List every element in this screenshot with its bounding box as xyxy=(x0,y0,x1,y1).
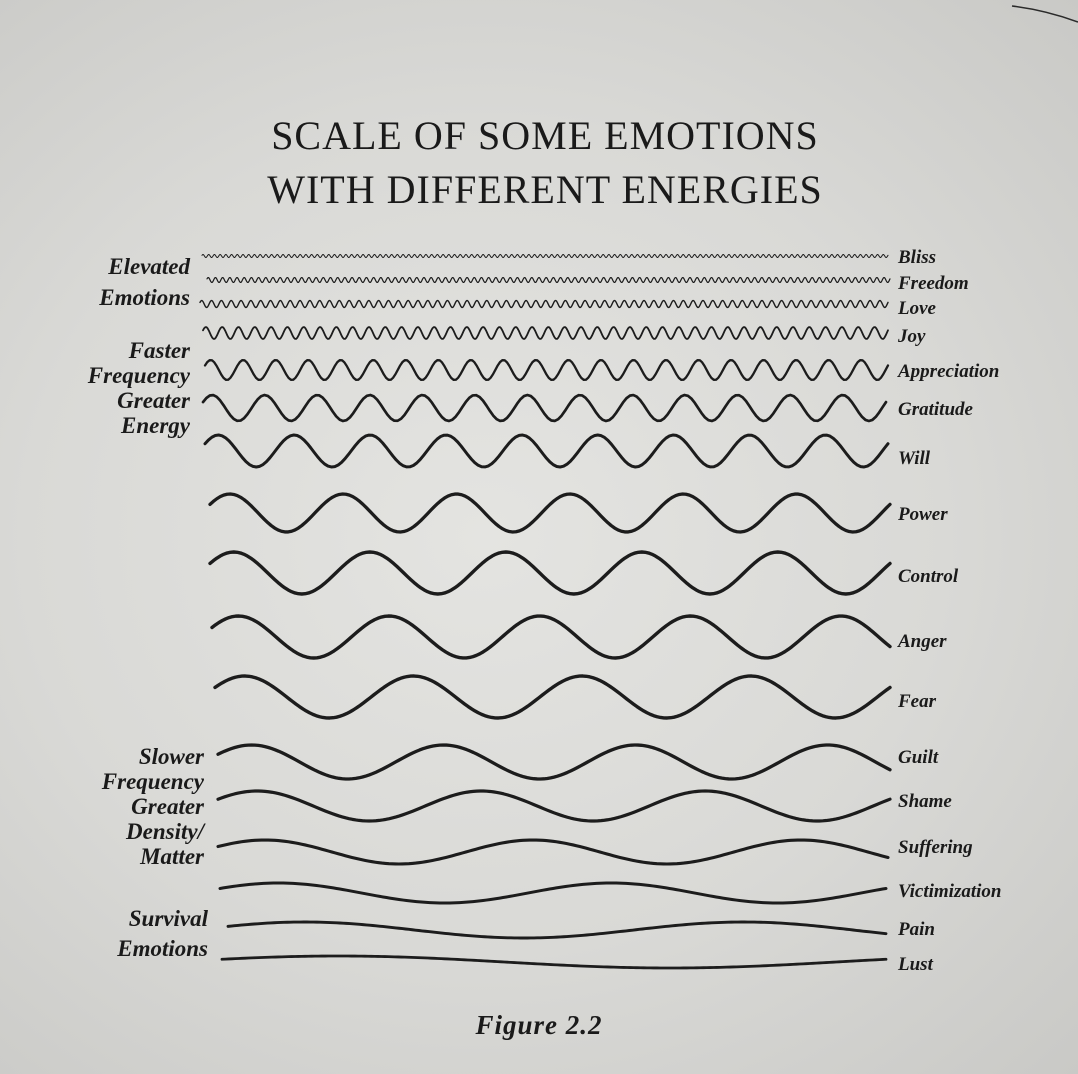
wave-joy xyxy=(202,326,889,340)
side-label-line: Greater xyxy=(131,794,204,819)
wave-love xyxy=(199,299,889,309)
emotion-label-freedom: Freedom xyxy=(898,273,969,294)
emotion-label-joy: Joy xyxy=(898,326,926,347)
wave-shame xyxy=(216,789,892,823)
diagram-title-line-1: SCALE OF SOME EMOTIONS xyxy=(271,113,819,158)
side-label-line: Greater xyxy=(117,388,190,413)
side-label-line: Frequency xyxy=(101,769,204,794)
side-label-slower: Slower Frequency Greater Density/ Matter xyxy=(80,744,204,869)
emotion-label-control: Control xyxy=(898,566,959,587)
side-label-survival: Survival Emotions xyxy=(80,904,208,964)
side-label-line: Faster xyxy=(128,338,190,363)
wave-suffering xyxy=(216,838,890,866)
emotion-label-will: Will xyxy=(898,448,931,469)
side-label-faster: Faster Frequency Greater Energy xyxy=(70,338,190,438)
page-edge-curve xyxy=(1011,5,1078,23)
wave-gratitude xyxy=(201,393,888,423)
emotion-label-lust: Lust xyxy=(898,954,933,975)
wave-anger xyxy=(210,614,892,660)
wave-victimization xyxy=(218,881,888,905)
side-label-line: Survival xyxy=(128,906,208,931)
emotion-label-fear: Fear xyxy=(898,691,936,712)
side-label-line: Energy xyxy=(121,413,190,438)
wave-guilt xyxy=(216,743,892,781)
wave-bliss xyxy=(201,254,889,258)
emotion-label-shame: Shame xyxy=(898,791,952,812)
emotion-label-victimization: Victimization xyxy=(898,881,1002,902)
side-label-line: Frequency xyxy=(87,363,190,388)
wave-pain xyxy=(226,920,888,940)
wave-will xyxy=(203,433,890,469)
figure-caption: Figure 2.2 xyxy=(475,1010,603,1040)
side-label-line: Emotions xyxy=(99,285,190,310)
emotion-label-anger: Anger xyxy=(898,631,947,652)
wave-control xyxy=(208,550,892,596)
emotion-label-guilt: Guilt xyxy=(898,747,939,768)
wave-power xyxy=(208,492,892,534)
emotion-label-pain: Pain xyxy=(898,919,935,940)
side-label-line: Slower xyxy=(138,744,204,769)
side-label-line: Emotions xyxy=(117,936,208,961)
side-label-elevated: Elevated Emotions xyxy=(70,251,190,313)
emotion-label-power: Power xyxy=(898,504,948,525)
emotion-label-suffering: Suffering xyxy=(898,837,973,858)
wave-freedom xyxy=(206,276,891,284)
side-label-line: Elevated xyxy=(108,254,190,279)
wave-fear xyxy=(213,674,892,720)
diagram-title-line-2: WITH DIFFERENT ENERGIES xyxy=(267,167,823,212)
wave-lust xyxy=(220,954,888,970)
side-label-line: Matter xyxy=(140,844,204,869)
emotion-label-gratitude: Gratitude xyxy=(898,399,973,420)
emotion-label-bliss: Bliss xyxy=(898,247,937,268)
side-label-line: Density/ xyxy=(126,819,204,844)
emotion-label-love: Love xyxy=(898,298,936,319)
emotion-label-appreciation: Appreciation xyxy=(898,361,1000,382)
wave-appreciation xyxy=(203,359,890,381)
